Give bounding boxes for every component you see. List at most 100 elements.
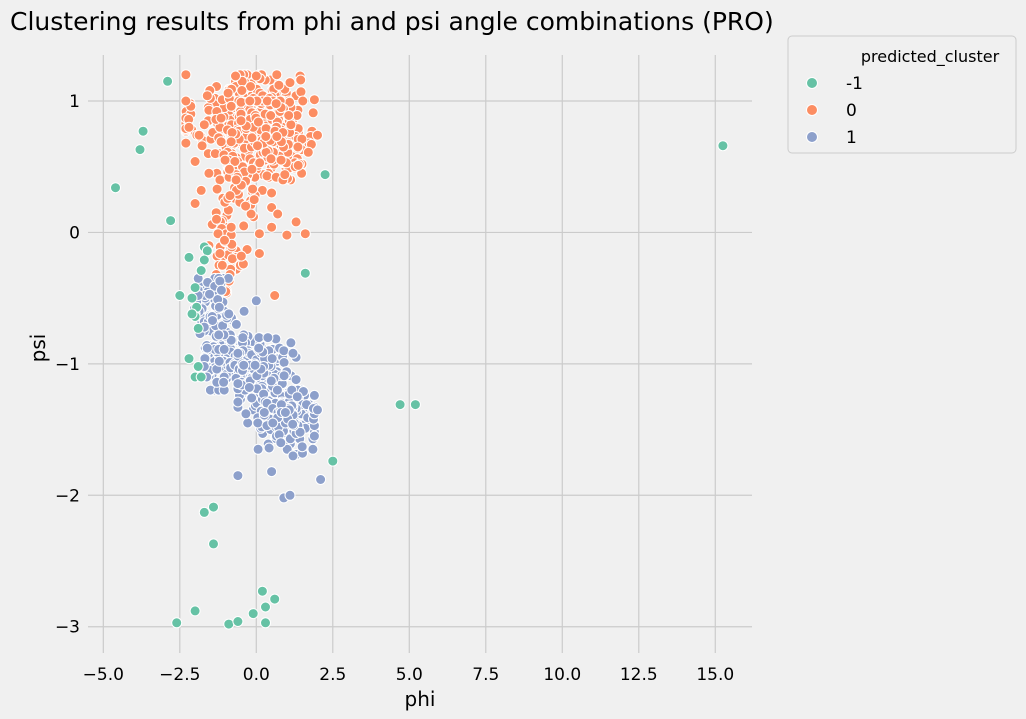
data-point (265, 375, 277, 387)
data-point (245, 208, 257, 220)
data-point (308, 430, 320, 442)
legend-items: -1 0 1 (806, 74, 863, 148)
data-point (266, 466, 278, 478)
data-point (232, 470, 244, 482)
data-point (183, 121, 195, 133)
data-point (225, 136, 237, 148)
data-point (260, 617, 271, 629)
x-tick-label: 2.5 (319, 665, 346, 685)
data-point (208, 501, 219, 513)
x-tick-label: 15.0 (696, 665, 734, 685)
data-point (215, 112, 227, 124)
x-tick-label: −5.0 (83, 665, 124, 685)
data-point (180, 95, 192, 107)
data-point (215, 284, 227, 296)
data-point (213, 329, 225, 341)
data-point (237, 332, 249, 344)
data-point (218, 343, 230, 355)
data-point (232, 396, 244, 408)
data-point (312, 404, 323, 416)
data-point (248, 194, 260, 206)
data-point (186, 308, 198, 320)
data-point (235, 250, 247, 262)
data-point (266, 221, 278, 233)
data-point (212, 228, 224, 240)
data-point (222, 87, 234, 99)
data-point (265, 153, 277, 165)
data-point (180, 69, 192, 81)
data-point (260, 601, 271, 613)
data-point (302, 146, 314, 158)
data-point (292, 141, 304, 153)
data-point (307, 107, 319, 119)
chart-title: Clustering results from phi and psi angl… (10, 7, 774, 36)
data-point (315, 474, 327, 485)
data-point (327, 455, 339, 467)
data-point (232, 616, 244, 627)
data-point (272, 208, 284, 220)
data-point (229, 156, 241, 167)
data-point (230, 70, 241, 82)
y-tick-label: 1 (69, 92, 80, 112)
y-tick-label: −2 (55, 486, 80, 506)
data-point (162, 75, 174, 87)
data-point (250, 70, 262, 82)
data-point (262, 332, 274, 344)
data-point (295, 86, 307, 98)
y-tick-label: 0 (69, 223, 80, 243)
x-tick-label: 0.0 (243, 665, 270, 685)
data-point (165, 215, 177, 227)
data-point (275, 154, 287, 166)
data-point (271, 69, 283, 81)
data-point (258, 407, 270, 418)
data-point (201, 342, 213, 354)
series-neg1 (110, 75, 729, 630)
x-axis: −5.0 −2.5 0.0 2.5 5.0 7.5 10.0 12.5 15.0 (83, 665, 735, 685)
data-point (198, 506, 210, 518)
data-point (267, 417, 279, 429)
data-point (284, 77, 296, 89)
data-point (201, 245, 213, 257)
data-point (238, 305, 250, 317)
data-point (213, 301, 225, 313)
data-point (252, 116, 264, 128)
plot-area (88, 55, 752, 653)
data-point (183, 353, 195, 365)
data-point (211, 213, 222, 225)
data-point (256, 585, 268, 597)
data-point (307, 443, 319, 455)
data-point (192, 322, 204, 334)
data-point (319, 169, 331, 181)
data-point (189, 156, 201, 167)
data-point (230, 174, 242, 186)
data-point (214, 174, 226, 186)
data-point (275, 437, 287, 449)
data-point (284, 489, 296, 501)
data-point (201, 90, 213, 102)
data-point (266, 187, 278, 199)
data-point (189, 282, 201, 294)
legend-marker (806, 104, 818, 116)
data-point (240, 408, 252, 420)
data-point (236, 85, 248, 96)
data-point (218, 376, 230, 388)
data-point (717, 140, 729, 152)
data-point (266, 353, 278, 365)
data-point (247, 608, 259, 620)
y-axis-label: psi (26, 334, 50, 363)
legend-label: 0 (846, 101, 857, 121)
data-point (230, 318, 242, 330)
data-point (252, 443, 264, 455)
data-point (246, 392, 258, 404)
data-point (285, 119, 297, 131)
data-point (271, 131, 283, 142)
data-point (189, 198, 201, 209)
data-point (174, 290, 186, 301)
data-point (171, 617, 183, 629)
legend-label: -1 (846, 74, 863, 94)
data-point (294, 426, 306, 438)
data-point (238, 359, 250, 371)
data-point (297, 95, 309, 107)
legend-marker (806, 131, 818, 143)
